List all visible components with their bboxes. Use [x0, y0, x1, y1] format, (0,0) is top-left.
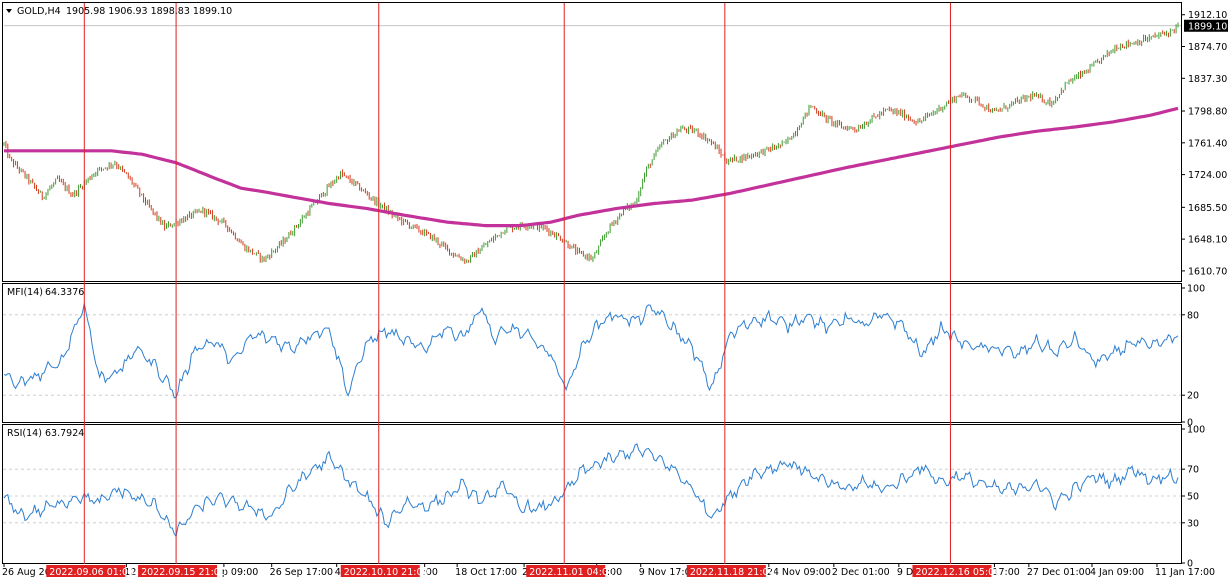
mfi-series-line [3, 303, 1179, 399]
mfi-panel-frame [2, 283, 1182, 423]
price-tick-label: 1798.80 [1188, 107, 1227, 118]
date-marker-badge [46, 565, 126, 577]
date-marker-badge [340, 565, 420, 577]
osc-tick-label: 80 [1187, 310, 1199, 321]
date-marker-badge [526, 565, 606, 577]
date-marker-label: 2022.09.15 21:00 [141, 567, 226, 578]
price-tick-label: 1837.30 [1188, 74, 1227, 85]
date-tick-label: 17:00 [992, 567, 1019, 578]
date-tick-label: 11 Jan 17:00 [1155, 567, 1215, 578]
down-triangle-icon[interactable] [6, 9, 12, 13]
date-marker-layer: 2022.09.06 01:00 2022.09.15 21:00 2022.10.… [46, 565, 1000, 578]
osc-tick-label: 50 [1187, 492, 1199, 503]
osc-tick-label: 30 [1187, 518, 1199, 529]
price-tick-label: 1912.10 [1188, 10, 1227, 21]
moving-average-line [4, 106, 1179, 228]
rsi-panel-frame [2, 424, 1182, 564]
date-tick-label: 24 Nov 09:00 [767, 567, 831, 578]
date-tick-label: 27 Dec 01:00 [1027, 567, 1091, 578]
date-tick-label: p 09:00 [222, 567, 258, 578]
osc-tick-label: 0 [1187, 418, 1193, 429]
date-tick-label: 26 Aug 20 [2, 567, 51, 578]
date-marker-label: 2022.09.06 01:00 [49, 567, 134, 578]
price-tick-label: 1610.70 [1188, 266, 1227, 277]
date-tick-label: 08:00 [595, 567, 622, 578]
osc-tick-label: 100 [1187, 425, 1205, 436]
rsi-panel-value: 63.7924 [45, 428, 84, 439]
date-marker-badge [912, 565, 992, 577]
date-tick-label: 2 Dec 01:00 [832, 567, 890, 578]
date-tick-label: 26 Sep 17:00 [270, 567, 333, 578]
date-tick-label: 12 [124, 567, 136, 578]
price-panel-ohlc: 1905.98 1906.93 1898.83 1899.10 [66, 6, 232, 17]
date-marker-badge [138, 565, 218, 577]
date-tick-label: :00 [423, 567, 438, 578]
date-marker-label: 2022.12.16 05:00 [915, 567, 1000, 578]
current-price-tag [1184, 19, 1228, 32]
date-marker-label: 2022.11.01 04:00 [529, 567, 614, 578]
price-tick-label: 1874.70 [1188, 42, 1227, 53]
date-marker-label: 2022.11.18 21:00 [690, 567, 775, 578]
date-marker-label: 2022.10.10 21:00 [344, 567, 429, 578]
osc-tick-label: 20 [1187, 391, 1199, 402]
date-tick-label: 18 Oct 17:00 [455, 567, 517, 578]
rsi-panel-title: RSI(14) [7, 428, 42, 439]
vertical-markers-layer [83, 3, 951, 564]
osc-tick-label: 70 [1187, 465, 1199, 476]
mfi-panel-value: 64.3376 [45, 287, 84, 298]
price-tick-label: 1648.10 [1188, 235, 1227, 246]
price-panel-symbol: GOLD,H4 [17, 6, 61, 17]
price-tick-label: 1724.00 [1188, 170, 1227, 181]
date-marker-badge [686, 565, 766, 577]
mfi-panel-title: MFI(14) [7, 287, 43, 298]
date-tick-label: 4 Jan 09:00 [1090, 567, 1144, 578]
price-tick-label: 1761.40 [1188, 138, 1227, 149]
price-tick-label: 1685.50 [1188, 203, 1227, 214]
price-axis-layer: 1912.10 1874.70 1837.30 1798.80 1761.40 1724.… [1181, 10, 1228, 570]
osc-tick-label: 0 [1187, 559, 1193, 570]
date-tick-label: 9 De [897, 567, 919, 578]
grid-layer [3, 25, 1181, 524]
current-price-label: 1899.10 [1188, 21, 1227, 32]
date-tick-label: 9 Nov 17:0 [639, 567, 691, 578]
rsi-series-line [3, 443, 1179, 538]
price-panel-frame [2, 2, 1182, 282]
osc-tick-label: 100 [1187, 284, 1205, 295]
